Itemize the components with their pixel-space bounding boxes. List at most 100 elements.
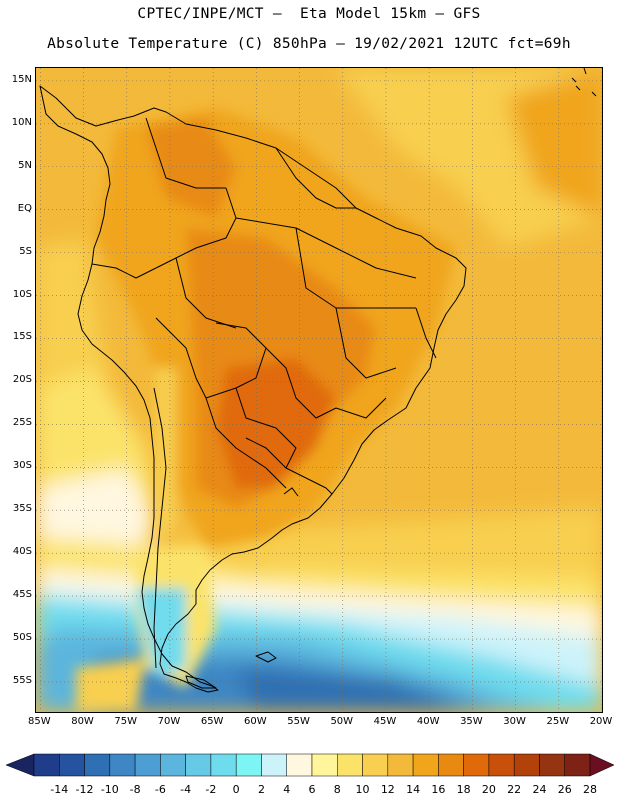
border-colombia-venezuela bbox=[145, 117, 226, 189]
color-bar-label: -12 bbox=[75, 783, 94, 796]
color-bar-label: -4 bbox=[180, 783, 192, 796]
border-uruguay bbox=[285, 467, 333, 495]
latitude-label: 40S bbox=[12, 546, 32, 558]
color-bar-segment bbox=[337, 753, 363, 777]
latitude-label: 15S bbox=[12, 331, 32, 343]
latitude-label: 5N bbox=[18, 159, 32, 171]
border-paraguay bbox=[235, 387, 297, 469]
field-sw-yellow bbox=[76, 658, 146, 712]
tierra-del-fuego bbox=[185, 675, 217, 689]
color-bar-label: 26 bbox=[557, 783, 572, 796]
color-bar-segment bbox=[235, 753, 262, 777]
longitude-label: 65W bbox=[200, 716, 224, 727]
longitude-label: 70W bbox=[157, 716, 181, 727]
south-america-outline bbox=[39, 85, 467, 693]
color-bar-label: 2 bbox=[257, 783, 265, 796]
color-bar-segment bbox=[412, 753, 439, 777]
color-bar-segment bbox=[311, 753, 338, 777]
latitude-label: 15N bbox=[11, 73, 32, 85]
color-bar-left-arrow bbox=[5, 753, 35, 777]
border-peru-brazil bbox=[175, 257, 237, 329]
field-south-dark-blue bbox=[236, 668, 456, 712]
caribbean-islands bbox=[571, 68, 597, 97]
color-bar-label: 16 bbox=[431, 783, 446, 796]
color-bar-segment bbox=[84, 753, 111, 777]
border-ecuador-peru bbox=[91, 263, 157, 279]
temperature-map bbox=[35, 67, 603, 713]
color-bar-segment bbox=[210, 753, 237, 777]
color-bar bbox=[5, 753, 615, 777]
color-bar-label: 10 bbox=[355, 783, 370, 796]
color-bar-segment bbox=[160, 753, 186, 777]
color-bar-segment bbox=[539, 753, 565, 777]
latitude-label: 35S bbox=[12, 503, 32, 515]
longitude-label: 75W bbox=[114, 716, 138, 727]
color-bar-segment bbox=[33, 753, 60, 777]
map-canvas bbox=[36, 68, 602, 712]
color-bar-segment bbox=[463, 753, 490, 777]
color-bar-label: 28 bbox=[583, 783, 597, 796]
map-grid bbox=[36, 68, 602, 712]
longitude-label: 85W bbox=[28, 716, 51, 727]
latitude-label: 5S bbox=[19, 245, 32, 257]
longitude-label: 35W bbox=[460, 716, 483, 727]
latitude-label: 45S bbox=[12, 589, 32, 601]
border-brazil-states-5 bbox=[415, 307, 437, 359]
color-bar-segment bbox=[488, 753, 515, 777]
latitude-label: 25S bbox=[12, 417, 32, 429]
field-patagonia-cyan bbox=[136, 588, 186, 678]
color-bar-segment bbox=[261, 753, 287, 777]
field-sa-yellow bbox=[156, 508, 602, 588]
color-bar-label: -2 bbox=[205, 783, 217, 796]
border-brazil-states-4 bbox=[335, 397, 387, 419]
color-bar-label: 8 bbox=[333, 783, 341, 796]
latitude-label: 20S bbox=[12, 374, 32, 386]
longitude-label: 55W bbox=[287, 716, 310, 727]
color-bar-segment bbox=[59, 753, 85, 777]
falkland-islands bbox=[255, 651, 277, 663]
color-bar-segment bbox=[286, 753, 313, 777]
color-bar-label: 14 bbox=[406, 783, 421, 796]
border-brazil-states-1 bbox=[235, 217, 417, 279]
field-andes bbox=[156, 368, 176, 538]
longitude-label: 25W bbox=[546, 716, 570, 727]
color-bar-label: -8 bbox=[129, 783, 141, 796]
border-chile-argentina bbox=[153, 387, 167, 669]
latitude-label: 10S bbox=[12, 288, 32, 300]
longitude-label: 60W bbox=[244, 716, 267, 727]
color-bar-label: 12 bbox=[380, 783, 395, 796]
color-bar-segment bbox=[109, 753, 136, 777]
color-bar-label: 18 bbox=[456, 783, 471, 796]
color-bar-label: 4 bbox=[283, 783, 291, 796]
color-bar-segment bbox=[362, 753, 389, 777]
field-nw-warm bbox=[146, 118, 236, 218]
coastline bbox=[39, 85, 467, 693]
latitude-label: 10N bbox=[11, 116, 32, 128]
latitude-label: 30S bbox=[12, 460, 32, 472]
latitude-label: EQ bbox=[17, 202, 32, 214]
color-bar-label: -10 bbox=[100, 783, 119, 796]
longitude-label: 50W bbox=[330, 716, 354, 727]
color-bar-label: 6 bbox=[308, 783, 316, 796]
longitude-label: 80W bbox=[71, 716, 94, 727]
color-bar-segment bbox=[134, 753, 161, 777]
color-bar-label: 24 bbox=[532, 783, 547, 796]
border-brazil-west bbox=[265, 347, 337, 419]
color-bar-segment bbox=[513, 753, 540, 777]
color-bar-segment bbox=[387, 753, 414, 777]
border-guianas bbox=[275, 147, 356, 209]
longitude-label: 40W bbox=[416, 716, 440, 727]
border-brazil-states-3 bbox=[335, 307, 397, 379]
latitude-label: 55S bbox=[12, 674, 32, 686]
border-colombia-brazil bbox=[155, 187, 237, 269]
longitude-label: 20W bbox=[589, 716, 613, 727]
longitude-label: 30W bbox=[503, 716, 526, 727]
color-bar-label: 22 bbox=[507, 783, 522, 796]
title-line-2: Absolute Temperature (C) 850hPa – 19/02/… bbox=[47, 36, 571, 52]
color-bar-label: -14 bbox=[50, 783, 69, 796]
border-argentina-north bbox=[205, 397, 287, 489]
field-core-hot bbox=[216, 358, 336, 488]
longitude-label: 45W bbox=[373, 716, 397, 727]
title-line-1: CPTEC/INPE/MCT – Eta Model 15km – GFS bbox=[137, 6, 481, 22]
lagoa-dos-patos bbox=[283, 487, 299, 497]
